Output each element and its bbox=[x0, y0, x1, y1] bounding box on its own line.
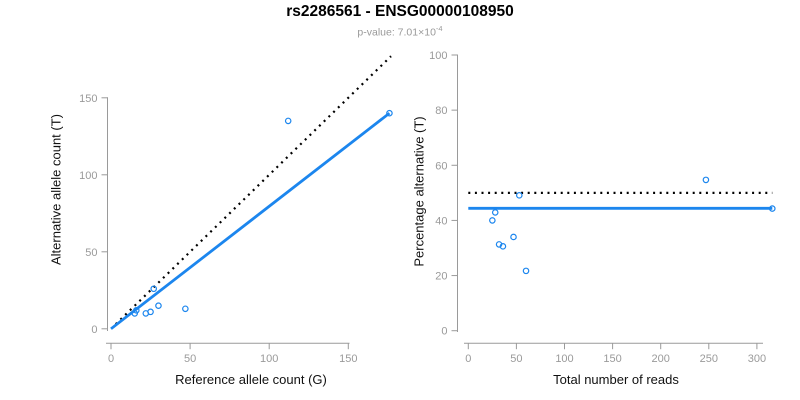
x-tick-label: 50 bbox=[510, 353, 522, 365]
y-tick-label: 100 bbox=[79, 170, 97, 182]
y-axis-title-right: Percentage alternative (T) bbox=[411, 116, 427, 267]
data-point bbox=[768, 205, 776, 212]
x-tick-label: 50 bbox=[184, 353, 196, 365]
y-tick-label: 40 bbox=[435, 215, 447, 227]
data-point bbox=[284, 117, 292, 125]
x-axis-title-right: Total number of reads bbox=[553, 372, 679, 387]
x-tick-label: 200 bbox=[652, 353, 670, 365]
y-tick-label: 20 bbox=[435, 271, 447, 283]
x-tick-label: 150 bbox=[603, 353, 621, 365]
y-tick-label: 100 bbox=[429, 50, 447, 62]
x-tick-label: 250 bbox=[700, 353, 718, 365]
y-tick-label: 50 bbox=[85, 247, 97, 259]
identity-line bbox=[114, 55, 392, 325]
x-tick-label: 0 bbox=[465, 353, 471, 365]
y-tick-label: 150 bbox=[79, 93, 97, 105]
figure-title: rs2286561 - ENSG00000108950 bbox=[286, 3, 514, 20]
y-tick-label: 0 bbox=[441, 326, 447, 338]
x-tick-label: 0 bbox=[108, 353, 114, 365]
regression-line bbox=[110, 112, 391, 330]
data-point bbox=[182, 305, 189, 313]
data-point bbox=[702, 176, 710, 184]
x-tick-label: 300 bbox=[748, 353, 766, 365]
y-axis-title-left: Alternative allele count (T) bbox=[48, 114, 64, 266]
data-point bbox=[510, 233, 517, 241]
data-point bbox=[147, 308, 154, 316]
x-axis-title-left: Reference allele count (G) bbox=[175, 372, 327, 387]
data-point bbox=[386, 109, 393, 117]
data-point bbox=[522, 267, 530, 275]
y-tick-label: 0 bbox=[91, 324, 97, 336]
right-scatter-plot: 0 50 100 150 200 250 300 0 20 40 60 80 100 bbox=[429, 50, 776, 365]
y-tick-label: 60 bbox=[435, 160, 447, 172]
pvalue-text: p-value: 7.01×10 bbox=[357, 26, 436, 39]
figure-subtitle: p-value: 7.01×10-4 bbox=[0, 24, 800, 39]
x-tick-label: 100 bbox=[555, 353, 573, 365]
data-point bbox=[515, 192, 523, 199]
pvalue-exponent: -4 bbox=[435, 24, 443, 33]
x-tick-label: 100 bbox=[260, 353, 278, 365]
data-point bbox=[133, 307, 140, 314]
y-tick-label: 80 bbox=[435, 105, 447, 117]
data-point bbox=[491, 209, 499, 216]
data-point bbox=[489, 217, 496, 224]
data-point bbox=[155, 302, 162, 310]
data-point bbox=[499, 243, 507, 250]
data-point bbox=[150, 285, 158, 293]
left-scatter-plot: 0 50 100 150 0 50 100 150 bbox=[79, 55, 393, 365]
x-tick-label: 150 bbox=[339, 353, 357, 365]
